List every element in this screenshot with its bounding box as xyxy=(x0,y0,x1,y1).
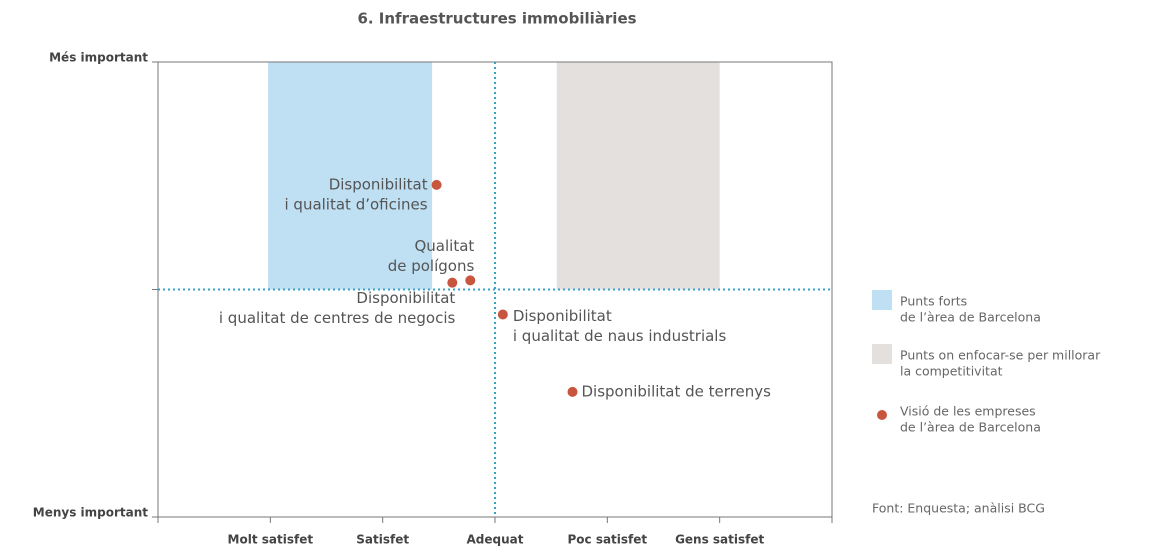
point xyxy=(465,275,476,286)
point xyxy=(447,277,458,288)
x-tick-label: Adequat xyxy=(467,533,524,547)
point-label: Qualitat xyxy=(414,237,474,255)
point xyxy=(567,386,578,397)
y-tick-label: Més important xyxy=(49,51,148,65)
legend-label: Punts forts xyxy=(900,294,967,309)
x-tick-label: Gens satisfet xyxy=(675,533,764,547)
point-label: de polígons xyxy=(388,257,475,275)
point-label: Disponibilitat xyxy=(513,307,612,325)
x-tick-label: Satisfet xyxy=(356,533,409,547)
y-tick-label: Menys important xyxy=(33,506,149,520)
point xyxy=(431,179,442,190)
point-label: Disponibilitat de terrenys xyxy=(582,382,772,400)
x-tick-label: Poc satisfet xyxy=(567,533,647,547)
point-label: Disponibilitat xyxy=(356,289,455,307)
legend-label: de l’àrea de Barcelona xyxy=(900,310,1041,325)
point-label: Disponibilitat xyxy=(329,175,428,193)
legend-label: Visió de les empreses xyxy=(900,404,1036,419)
legend-swatch xyxy=(877,410,887,420)
point-label: i qualitat de centres de negocis xyxy=(219,309,456,327)
region xyxy=(556,62,720,290)
legend-swatch xyxy=(872,344,892,364)
region xyxy=(268,62,433,290)
point-label: i qualitat d’oficines xyxy=(284,195,427,213)
chart-title: 6. Infraestructures immobiliàries xyxy=(357,10,636,28)
legend-label: Punts on enfocar-se per millorar xyxy=(900,348,1101,363)
legend-label: de l’àrea de Barcelona xyxy=(900,420,1041,435)
legend-swatch xyxy=(872,290,892,310)
point-label: i qualitat de naus industrials xyxy=(513,327,727,345)
source: Font: Enquesta; anàlisi BCG xyxy=(872,501,1045,516)
point xyxy=(497,309,508,320)
x-tick-label: Molt satisfet xyxy=(228,533,314,547)
legend-label: la competitivitat xyxy=(900,364,1003,379)
